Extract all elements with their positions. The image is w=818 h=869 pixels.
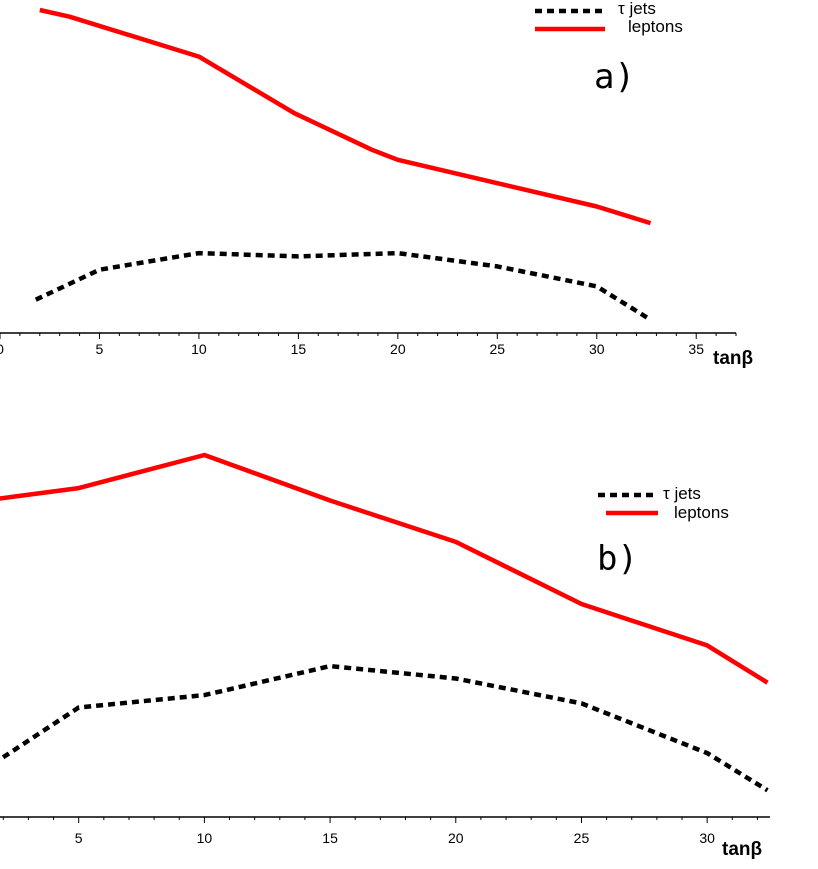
x-tick-label: 35: [688, 341, 704, 357]
panel-a: 0 5 10 15 20 25 30 35 tanβ τ jets leptons a): [0, 0, 753, 369]
legend-b-tau-label: τ jets: [663, 484, 701, 503]
x-axis-a: 0 5 10 15 20 25 30 35: [0, 332, 737, 357]
x-tick-label: 30: [589, 341, 605, 357]
x-tick-label: 10: [191, 341, 207, 357]
series-line-tau-jets-b: [0, 663, 769, 793]
series-line-leptons-b: [0, 452, 769, 685]
x-axis-label-b: tanβ: [722, 839, 762, 860]
x-tick-label: 15: [291, 341, 307, 357]
panel-label-b: b): [597, 539, 638, 579]
x-tick-label: 5: [75, 830, 83, 846]
x-tick-label: 20: [448, 830, 464, 846]
series-line-tau-jets-a: [34, 250, 652, 322]
plot-area-a: [34, 7, 652, 322]
x-axis-label-a: tanβ: [713, 348, 753, 369]
x-tick-label: 15: [322, 830, 338, 846]
x-tick-label: 10: [197, 830, 213, 846]
x-tick-label: 25: [490, 341, 506, 357]
panel-label-a: a): [594, 57, 635, 97]
x-axis-b: 5 10 15 20 25 30: [0, 816, 770, 846]
x-tick-label: 20: [390, 341, 406, 357]
plot-area-b: [0, 452, 769, 793]
legend-a-leptons-label: leptons: [628, 17, 683, 36]
series-line-leptons-a: [39, 7, 652, 226]
x-tick-label: 30: [699, 830, 715, 846]
x-tick-label: 5: [96, 341, 104, 357]
legend-b-leptons-label: leptons: [674, 503, 729, 522]
x-tick-label: 0: [0, 341, 4, 357]
legend-b: τ jets leptons: [598, 484, 729, 522]
legend-a: τ jets leptons: [535, 0, 683, 36]
x-tick-label: 25: [574, 830, 590, 846]
panel-b: 5 10 15 20 25 30 tanβ τ jets leptons b): [0, 452, 770, 860]
legend-a-tau-label: τ jets: [618, 0, 656, 18]
